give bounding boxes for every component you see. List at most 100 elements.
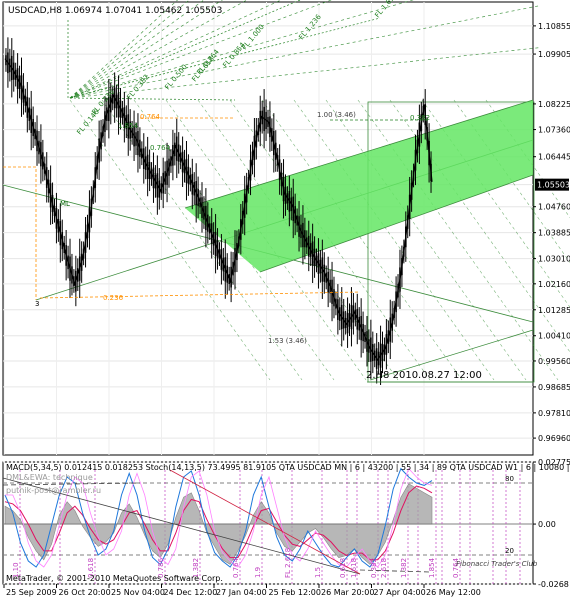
price-tick-label: 0.98685 (538, 383, 570, 392)
candle-body (259, 110, 262, 132)
candle-body (263, 106, 265, 132)
indicator-trendline (359, 569, 431, 573)
fib-mark (39, 291, 361, 299)
candle-body (366, 331, 368, 352)
current-price-box (535, 178, 569, 191)
candle-body (71, 266, 73, 284)
candle-body (141, 148, 143, 159)
candle-body (296, 215, 298, 226)
fib-time-label: 1.5 (314, 567, 322, 578)
candle-body (158, 180, 161, 198)
candle-body (381, 344, 384, 362)
price-tick-label: 1.02160 (538, 280, 570, 289)
candle-body (350, 304, 353, 330)
indicator-pane[interactable]: 80 20 1.10 0.618 0.786 1.382 0.764 1.9 FL 2.618… (2, 461, 570, 585)
candle-body (45, 167, 48, 188)
candle-body (152, 167, 155, 189)
candle-body (240, 219, 242, 240)
fib-time-label: 2.618 (380, 558, 388, 578)
candle-body (354, 309, 357, 320)
candle-body (280, 172, 283, 187)
candle-body (191, 173, 194, 195)
candle-body (201, 197, 203, 218)
candle-body (94, 167, 97, 188)
candle-body (306, 237, 308, 248)
candle-body (269, 116, 271, 138)
fib-time-labels: 1.10 0.618 0.786 1.382 0.764 1.9 FL 2.618 1.5 0.… (12, 548, 460, 578)
stoch-signal-line (5, 467, 433, 568)
fib-time-label: 0.618 (339, 558, 347, 578)
annotation: 3 (35, 300, 39, 308)
candle-body (121, 108, 124, 119)
candle-body (412, 170, 415, 181)
fib-mark (3, 166, 37, 300)
candle-body (38, 140, 40, 155)
candle-body (18, 75, 21, 90)
candle-body (234, 247, 236, 273)
candle-body (148, 161, 151, 180)
candle-body (323, 264, 326, 282)
candle-body (69, 256, 71, 281)
price-candles (4, 37, 433, 385)
candle-body (78, 256, 81, 281)
candle-body (170, 156, 172, 167)
candle-body (63, 243, 65, 254)
candle-body (5, 55, 7, 66)
candle-body (199, 197, 201, 208)
candle-body (177, 144, 180, 162)
candle-body (424, 104, 427, 125)
candle-body (397, 283, 399, 298)
candle-body (410, 182, 413, 200)
annotation: 1.854 (118, 122, 139, 130)
candle-body (139, 139, 141, 157)
candle-body (175, 136, 178, 161)
time-tick-label: 25 Sep 2009 (6, 588, 57, 597)
candle-body (408, 194, 411, 219)
candle-body (36, 130, 38, 152)
indicator-axis: 0.02775 0.00 -0.0268 (533, 458, 570, 589)
candle-body (247, 177, 250, 188)
candle-body (311, 241, 314, 266)
candle-body (238, 236, 240, 247)
candle-body (104, 111, 106, 132)
candle-body (414, 149, 417, 171)
candle-body (55, 208, 58, 229)
annotation: 0.382 (410, 114, 430, 122)
fibonacci-time-marks (3, 117, 533, 383)
candle-body (267, 116, 269, 127)
candle-body (307, 235, 310, 257)
fib-time-label: 1.854 (428, 557, 436, 578)
candle-body (135, 132, 137, 146)
fib-time-label: 1.10 (12, 562, 20, 578)
candle-body (42, 152, 44, 170)
fib-time-label: 0.618 (87, 558, 95, 578)
channel-top (184, 99, 534, 209)
time-tick-label: 27 Apr 04:00 (374, 588, 426, 597)
candle-body (12, 62, 15, 80)
candle-body (14, 69, 17, 80)
candle-body (96, 155, 98, 170)
candle-body (26, 97, 29, 118)
price-tick-label: 1.06445 (538, 153, 570, 162)
candle-body (329, 279, 331, 294)
candle-body (90, 198, 93, 216)
candle-body (49, 183, 52, 208)
candle-body (360, 316, 362, 341)
candle-body (7, 52, 9, 74)
candle-body (144, 156, 147, 170)
candle-body (286, 193, 289, 204)
candle-body (284, 186, 287, 204)
annotation: 1.00 (3.46) (317, 111, 356, 119)
candle-body (273, 130, 275, 156)
fan-line (69, 0, 282, 99)
candle-body (420, 114, 423, 132)
candle-body (220, 249, 223, 270)
candle-body (346, 312, 349, 334)
candle-body (271, 128, 273, 142)
candle-body (164, 171, 166, 185)
candle-body (205, 205, 207, 231)
candle-body (230, 266, 232, 288)
price-tick-label: 0.97810 (538, 409, 570, 418)
time-tick-label: 26 May 12:00 (426, 588, 481, 597)
